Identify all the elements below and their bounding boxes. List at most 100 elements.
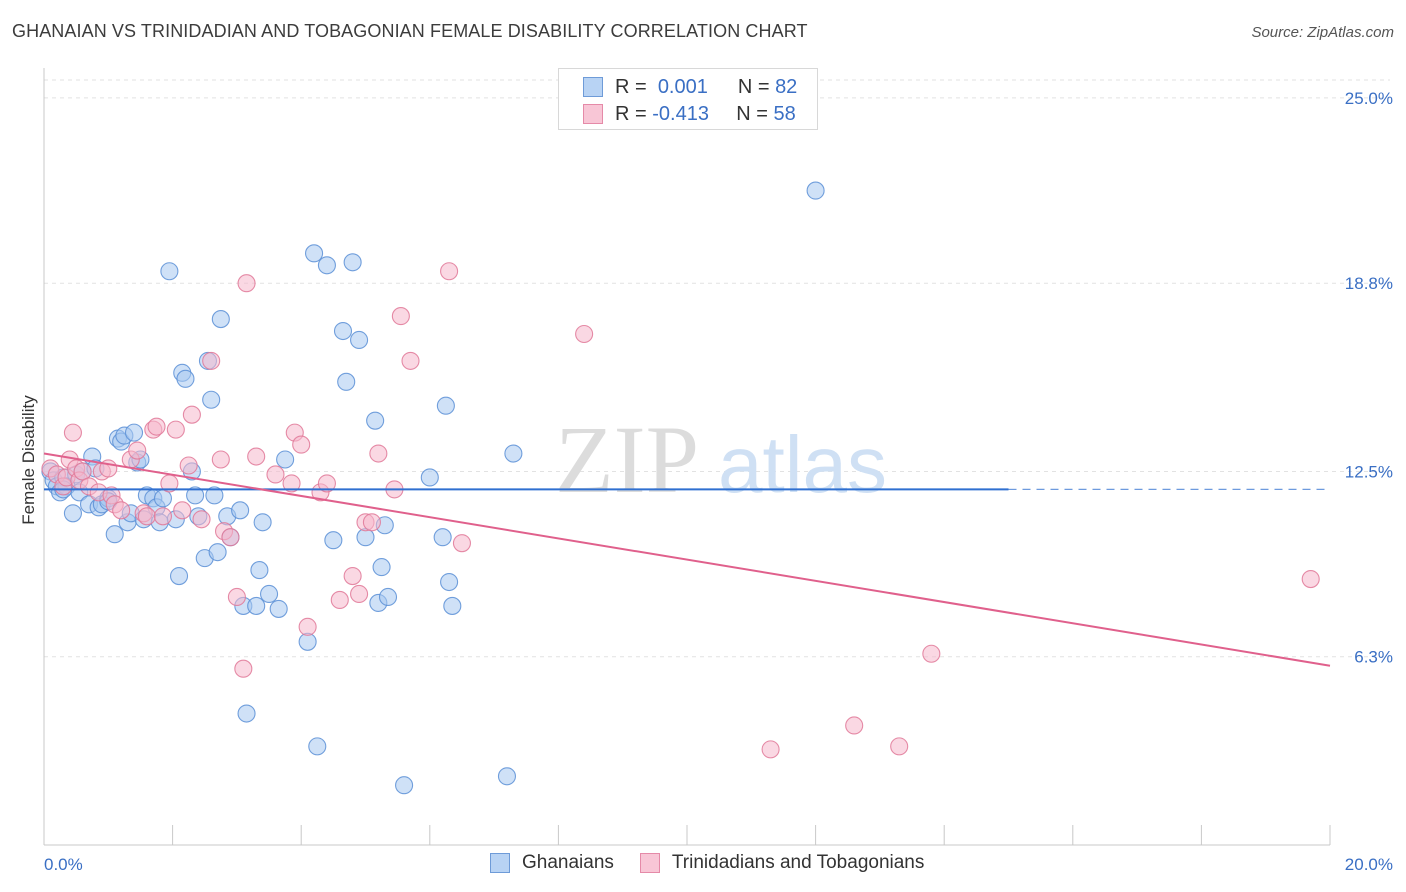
trinidadian-point <box>202 351 221 370</box>
ghanaian-point <box>63 504 82 523</box>
trinidadian-point <box>343 567 362 586</box>
ghanaian-point <box>186 486 205 505</box>
trend-lines <box>43 452 1331 667</box>
blue-swatch <box>583 77 603 97</box>
trinidadian-point <box>1301 569 1320 589</box>
y-axis-title: Female Disability <box>19 395 38 525</box>
trinidadian-trend-line <box>43 452 1331 667</box>
ghanaian-point <box>105 525 124 544</box>
ghanaian-point <box>497 767 517 786</box>
ghanaian-point <box>253 513 272 532</box>
trinidadian-point <box>211 450 230 469</box>
trinidadian-point <box>221 528 240 547</box>
series-legend: Ghanaians Trinidadians and Tobagonians <box>490 852 950 874</box>
ghanaian-point <box>324 531 343 550</box>
data-points <box>41 181 1320 795</box>
trinidadian-point <box>452 534 472 553</box>
trinidadian-point <box>179 456 198 475</box>
trinidadian-point <box>761 740 780 759</box>
legend-row-ghanaians: R = 0.001 N = 82 <box>583 75 797 99</box>
trinidadian-point <box>369 444 388 463</box>
trinidadian-point <box>112 501 131 520</box>
ghanaian-point <box>378 587 398 607</box>
r-label: R = <box>615 75 647 98</box>
ghanaian-point <box>433 528 452 547</box>
legend-row-trinidadians: R = -0.413 N = 58 <box>583 102 796 126</box>
trinidadian-point <box>362 513 381 532</box>
n-value: 58 <box>773 102 796 125</box>
trinidadian-point <box>63 423 82 442</box>
ghanaian-point <box>420 468 439 487</box>
ghanaian-point <box>231 501 250 520</box>
y-tick-label: 6.3% <box>1354 648 1393 667</box>
ghanaian-point <box>443 596 462 615</box>
ghanaian-point <box>337 372 356 391</box>
legend-item-ghanaians: Ghanaians <box>490 852 614 874</box>
ghanaian-point <box>169 567 189 586</box>
trinidadian-point <box>575 324 594 344</box>
stats-legend: R = 0.001 N = 82 R = -0.413 N = 58 <box>558 68 818 130</box>
ghanaian-point <box>504 444 523 463</box>
trinidadian-point <box>282 474 301 493</box>
trinidadian-point <box>227 587 246 607</box>
trinidadian-point <box>330 590 349 610</box>
trinidadian-point <box>192 510 211 529</box>
legend-item-trinidadians: Trinidadians and Tobagonians <box>639 852 924 874</box>
trinidadian-point <box>317 474 336 493</box>
trinidadian-point <box>153 507 173 526</box>
ghanaian-point <box>806 181 825 200</box>
trinidadian-point <box>401 351 420 370</box>
trinidadian-point <box>237 274 256 293</box>
ghanaian-point <box>208 543 227 562</box>
blue-swatch <box>490 853 510 873</box>
r-label: R = <box>615 102 647 125</box>
trinidadian-point <box>266 465 285 484</box>
watermark-atlas: atlas <box>718 420 887 509</box>
ghanaian-point <box>317 256 336 275</box>
ghanaian-point <box>124 423 144 442</box>
grid-lines <box>44 79 1390 658</box>
r-value: -0.413 <box>652 102 709 125</box>
n-value: 82 <box>775 75 798 98</box>
ghanaian-point <box>237 704 256 723</box>
ghanaian-point <box>308 737 327 756</box>
ghanaian-point <box>343 253 362 272</box>
ghanaian-point <box>250 561 269 580</box>
ghanaian-point <box>305 244 324 263</box>
watermark-zip: ZIP <box>555 406 699 513</box>
axes <box>43 68 1331 846</box>
pink-swatch <box>639 853 660 873</box>
legend-label: Ghanaians <box>522 852 614 873</box>
x-tick-label: 0.0% <box>44 855 83 874</box>
ghanaian-point <box>202 390 221 409</box>
trinidadian-point <box>890 737 909 756</box>
trinidadian-point <box>845 716 864 735</box>
trinidadian-point <box>292 435 311 454</box>
y-tick-label: 12.5% <box>1345 462 1393 481</box>
r-value: 0.001 <box>657 75 708 98</box>
watermark: ZIP atlas <box>555 406 887 513</box>
ghanaian-point <box>276 450 295 469</box>
trinidadian-point <box>247 447 266 466</box>
trinidadian-point <box>173 501 192 520</box>
ghanaian-point <box>205 486 224 505</box>
ghanaian-point <box>333 321 353 341</box>
ghanaian-point <box>247 596 266 615</box>
ghanaian-point <box>211 310 230 329</box>
trinidadian-point <box>298 617 317 636</box>
ghanaian-point <box>176 369 195 388</box>
ghanaian-point <box>350 330 369 350</box>
chart-title: GHANAIAN VS TRINIDADIAN AND TOBAGONIAN F… <box>12 21 808 41</box>
ghanaian-point <box>395 776 414 795</box>
ghanaian-point <box>269 599 288 618</box>
trinidadian-point <box>440 262 459 281</box>
trinidadian-point <box>234 659 253 678</box>
y-tick-label: 25.0% <box>1345 89 1393 108</box>
trinidadian-point <box>391 307 410 326</box>
ghanaian-point <box>259 584 279 604</box>
trinidadian-point <box>922 644 941 663</box>
trinidadian-point <box>137 507 156 526</box>
ghanaian-point <box>436 396 455 415</box>
trinidadian-point <box>182 405 201 424</box>
